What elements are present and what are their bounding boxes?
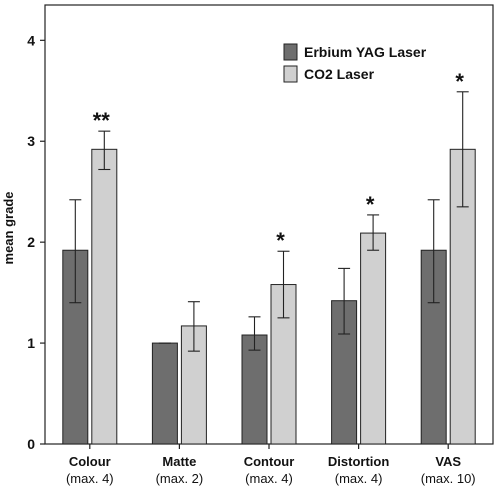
y-tick-label: 0 (27, 436, 35, 452)
y-tick-label: 2 (27, 234, 35, 250)
x-tick-label: VAS (435, 454, 461, 469)
x-tick-label: Matte (162, 454, 196, 469)
y-tick-label: 3 (27, 133, 35, 149)
legend-label: Erbium YAG Laser (304, 44, 427, 60)
significance-marker: * (276, 228, 285, 253)
significance-marker: * (455, 69, 464, 94)
x-tick-sublabel: (max. 10) (421, 471, 476, 486)
x-tick-sublabel: (max. 4) (245, 471, 293, 486)
x-tick-sublabel: (max. 4) (66, 471, 114, 486)
significance-marker: * (366, 192, 375, 217)
bar-co2 (360, 232, 387, 445)
x-tick-sublabel: (max. 2) (156, 471, 204, 486)
bar-erbium (241, 334, 268, 445)
y-axis-title: mean grade (1, 192, 16, 265)
legend-swatch (283, 43, 298, 61)
x-tick-label: Contour (244, 454, 295, 469)
y-axis-title-group: mean grade (1, 192, 16, 265)
bar-co2 (91, 148, 118, 445)
x-tick-label: Colour (69, 454, 111, 469)
x-tick-label: Distortion (328, 454, 389, 469)
significance-marker: ** (93, 108, 111, 133)
x-tick-sublabel: (max. 4) (335, 471, 383, 486)
bar-erbium (151, 342, 178, 445)
y-tick-label: 4 (27, 32, 35, 48)
legend-label: CO2 Laser (304, 66, 375, 82)
legend-swatch (283, 65, 298, 83)
legend: Erbium YAG Laser CO2 Laser (283, 43, 427, 83)
y-tick-label: 1 (27, 335, 35, 351)
